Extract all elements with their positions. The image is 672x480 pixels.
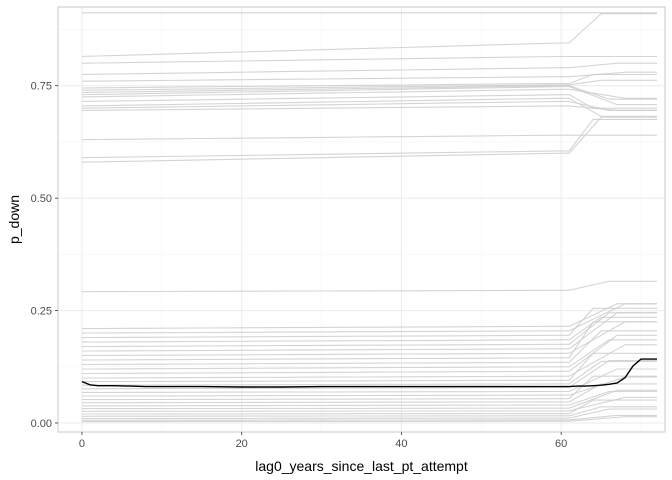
- ice-curve: [82, 280, 657, 293]
- average-curve: [81, 358, 657, 388]
- ice-curve: [81, 307, 657, 339]
- ice-curve: [82, 414, 657, 421]
- ice-curve: [81, 71, 657, 82]
- ice-curve: [81, 116, 657, 163]
- ice-curve: [81, 97, 657, 117]
- ice-curve: [82, 330, 657, 366]
- ice-curve: [82, 406, 657, 417]
- x-tick-label: 20: [236, 438, 248, 450]
- y-tick-label: 0.00: [31, 418, 52, 430]
- ice-curve: [81, 118, 657, 159]
- ice-curve: [82, 321, 657, 361]
- ice-curve: [81, 73, 657, 89]
- ice-curve: [82, 321, 657, 357]
- x-axis-ticks: 0 20 40 60: [79, 432, 567, 450]
- ice-curve: [81, 85, 657, 100]
- ice-curve: [82, 375, 657, 401]
- ice-curves: [81, 12, 657, 423]
- ice-curve: [82, 389, 657, 410]
- ice-curve: [82, 344, 657, 379]
- y-tick-label: 0.25: [31, 306, 52, 318]
- ice-curve: [82, 368, 657, 393]
- ice-curve: [81, 416, 657, 423]
- ice-curve: [81, 88, 657, 99]
- ice-curve: [81, 55, 657, 64]
- y-tick-label: 0.50: [31, 193, 52, 205]
- x-tick-label: 60: [555, 438, 567, 450]
- ice-curve: [81, 303, 657, 334]
- ice-curve: [81, 105, 657, 111]
- panel-border: [57, 6, 666, 433]
- ice-curve: [82, 352, 657, 383]
- y-axis-ticks: 0.00 0.25 0.50 0.75: [31, 81, 58, 430]
- ice-curve: [82, 399, 657, 415]
- x-tick-label: 0: [79, 438, 85, 450]
- y-tick-label: 0.75: [31, 81, 52, 93]
- ice-curve: [81, 312, 657, 348]
- ice-curve: [82, 339, 657, 370]
- ice-curve: [81, 62, 657, 76]
- average-curve-line: [81, 358, 657, 388]
- ice-curve: [82, 408, 657, 420]
- y-axis-title: p_down: [6, 195, 22, 244]
- ice-curve: [81, 303, 657, 330]
- ice-curve: [82, 334, 657, 375]
- ice-curve: [82, 376, 657, 397]
- ice-curve: [81, 134, 657, 141]
- ice-curve: [81, 86, 657, 106]
- ice-curve: [81, 316, 657, 343]
- ice-curve: [82, 312, 657, 352]
- ice-curve: [82, 359, 657, 390]
- ice-curve: [82, 360, 657, 386]
- ice-curve: [81, 94, 657, 109]
- x-axis-title: lag0_years_since_last_pt_attempt: [255, 458, 468, 474]
- x-tick-label: 40: [395, 438, 407, 450]
- ice-curve: [81, 79, 657, 91]
- ice-curve: [81, 13, 657, 58]
